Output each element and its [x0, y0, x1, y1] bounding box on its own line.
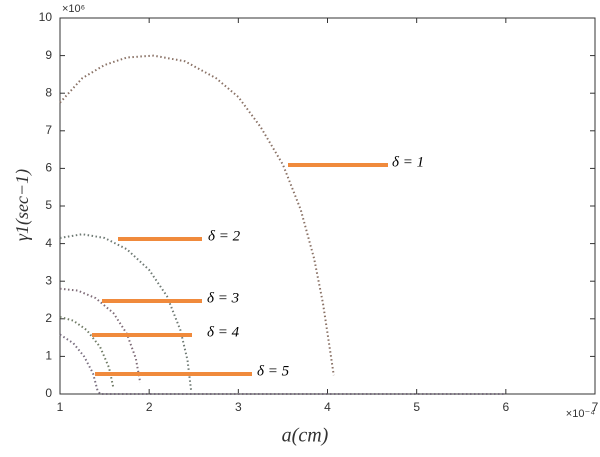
y-tick-label: 8 — [45, 85, 52, 99]
series-label: δ = 1 — [392, 154, 424, 170]
y-scale-label: ×10⁶ — [62, 3, 85, 15]
x-tick-label: 7 — [592, 400, 599, 414]
series-label: δ = 4 — [207, 324, 240, 340]
y-axis-label: γ1(sec−1) — [12, 169, 33, 241]
y-tick-label: 5 — [45, 198, 52, 212]
x-tick-label: 5 — [413, 400, 420, 414]
series-line — [59, 287, 142, 383]
y-tick-label: 7 — [45, 123, 52, 137]
x-tick-label: 6 — [502, 400, 509, 414]
x-tick-label: 1 — [57, 400, 64, 414]
y-tick-label: 1 — [45, 349, 52, 363]
x-tick-label: 4 — [324, 400, 331, 414]
x-axis-label: a(cm) — [282, 425, 329, 447]
series-label: δ = 3 — [207, 290, 239, 306]
y-tick-label: 2 — [45, 311, 52, 325]
y-tick-label: 4 — [45, 236, 52, 250]
series-label: δ = 5 — [257, 363, 290, 379]
y-tick-label: 0 — [45, 386, 52, 400]
x-scale-label: ×10⁻⁴ — [566, 408, 595, 420]
x-tick-label: 2 — [146, 400, 153, 414]
plot-frame — [59, 17, 596, 395]
x-tick-label: 3 — [235, 400, 242, 414]
y-tick-label: 6 — [45, 161, 52, 175]
y-tick-label: 3 — [45, 273, 52, 287]
series-line — [59, 54, 335, 376]
y-tick-label: 10 — [39, 10, 53, 24]
series-label: δ = 2 — [208, 228, 241, 244]
series-line — [59, 333, 506, 395]
y-tick-label: 9 — [45, 48, 52, 62]
series-line — [59, 233, 193, 391]
series-line — [59, 315, 115, 389]
